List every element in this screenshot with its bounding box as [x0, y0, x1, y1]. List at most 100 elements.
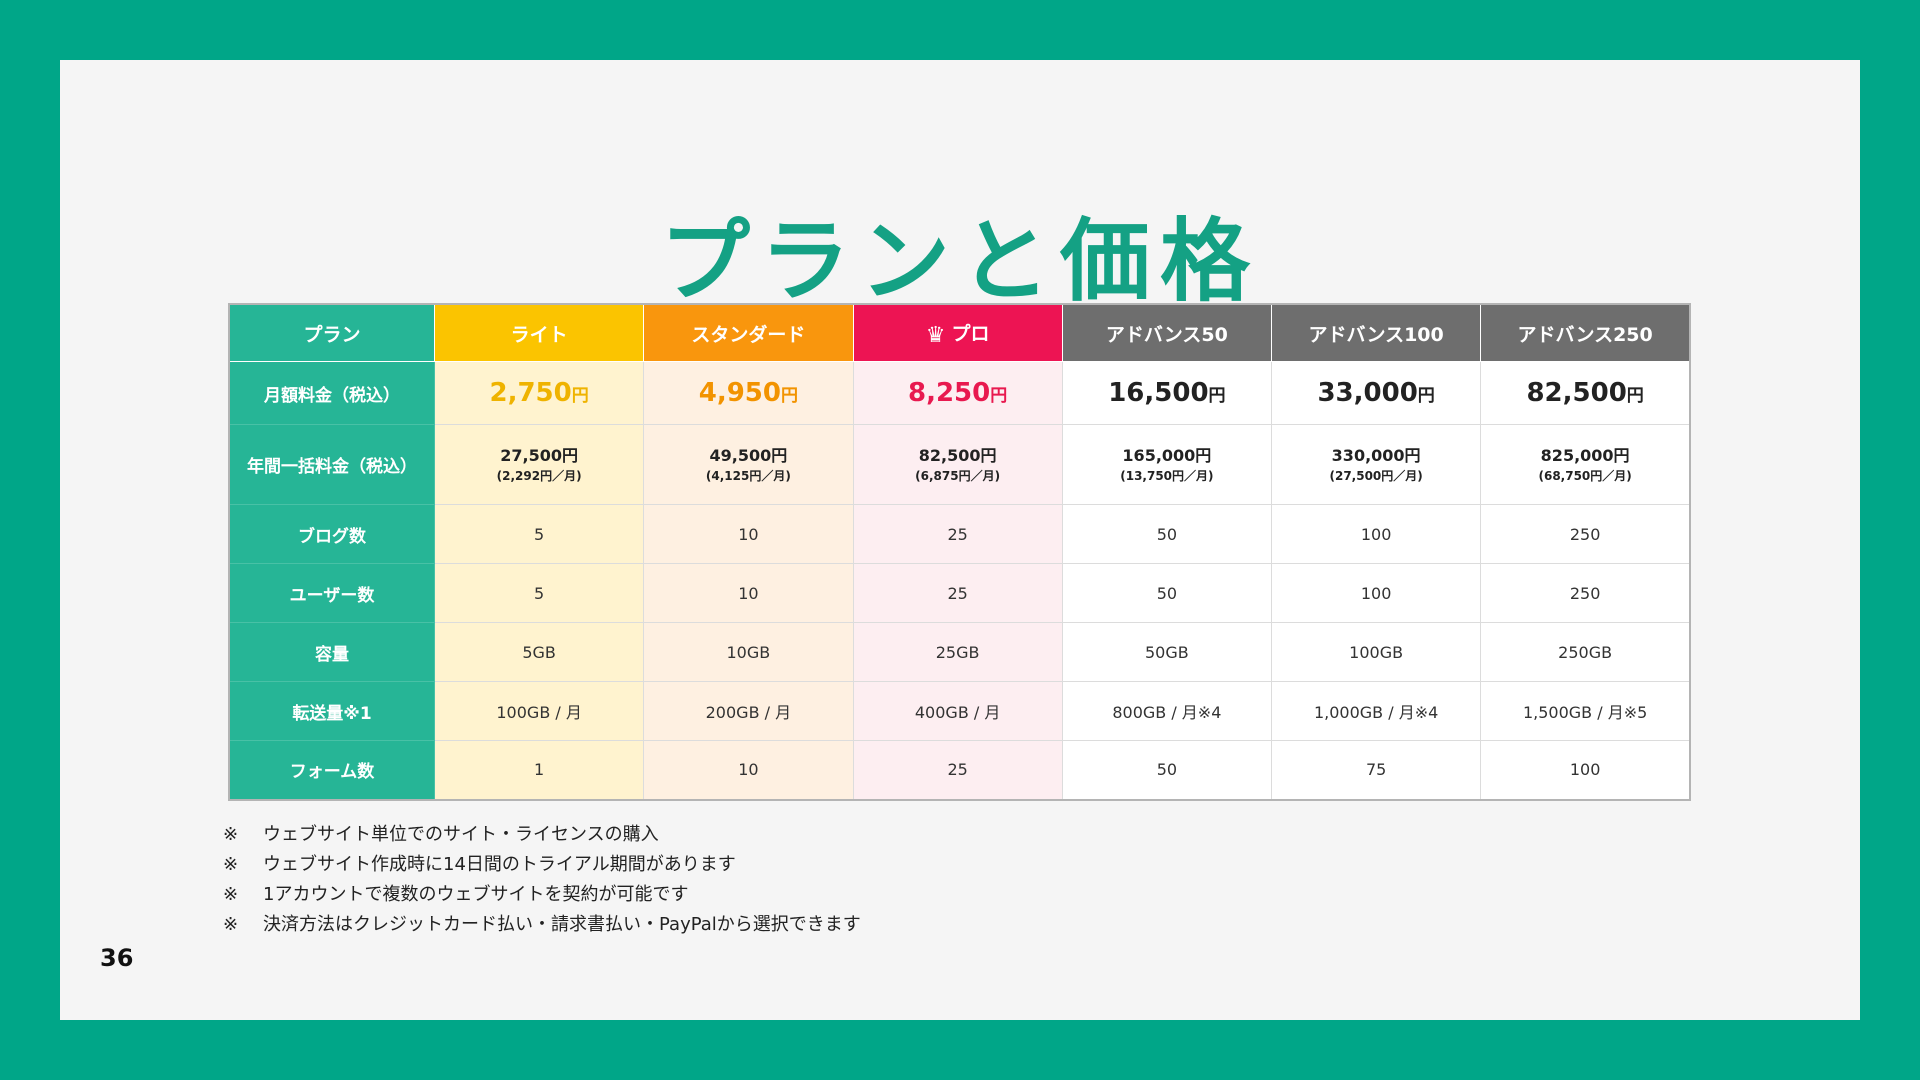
row-label: ユーザー数	[228, 563, 435, 623]
row-label: 月額料金（税込）	[228, 361, 435, 425]
plan-header-lite: ライト	[433, 303, 645, 362]
annual-per-month: (2,292円／月)	[496, 468, 582, 483]
annual-price-cell: 82,500円 (6,875円／月)	[852, 424, 1063, 505]
row-label: ブログ数	[228, 504, 435, 564]
annual-price: 825,000円	[1540, 445, 1630, 465]
annual-price-cell: 165,000円 (13,750円／月)	[1061, 424, 1273, 505]
table-cell: 50	[1061, 740, 1273, 800]
monthly-price: 33,000	[1317, 378, 1418, 408]
yen-unit: 円	[1208, 386, 1226, 406]
slide-title: プランと価格	[660, 209, 1260, 314]
monthly-price: 82,500	[1526, 378, 1627, 408]
annual-price: 27,500円	[500, 445, 578, 465]
table-cell: 250	[1480, 563, 1691, 623]
annual-per-month: (4,125円／月)	[705, 468, 791, 483]
annual-price-cell: 27,500円 (2,292円／月)	[433, 424, 645, 505]
form-count-row: フォーム数 1 10 25 50 75 100	[228, 740, 1691, 800]
monthly-price-cell: 8,250円	[852, 361, 1063, 425]
plan-name: スタンダード	[691, 323, 806, 346]
yen-unit: 円	[571, 386, 589, 406]
annual-price-cell: 330,000円 (27,500円／月)	[1270, 424, 1482, 505]
footnote: ※ 1アカウントで複数のウェブサイトを契約が可能です	[223, 880, 861, 910]
storage-row: 容量 5GB 10GB 25GB 50GB 100GB 250GB	[228, 622, 1691, 682]
monthly-price-cell: 33,000円	[1270, 361, 1482, 425]
annual-price-row: 年間一括料金（税込） 27,500円 (2,292円／月) 49,500円 (4,1…	[228, 424, 1691, 505]
note-mark: ※	[223, 854, 239, 875]
plan-header-advance50: アドバンス50	[1061, 303, 1273, 362]
note-text: 決済方法はクレジットカード払い・請求書払い・PayPalから選択できます	[263, 914, 861, 935]
table-cell: 75	[1270, 740, 1482, 800]
annual-price: 82,500円	[918, 445, 997, 465]
table-cell: 800GB / 月※4	[1061, 681, 1273, 741]
annual-price: 49,500円	[709, 445, 788, 465]
table-cell: 50GB	[1061, 622, 1273, 682]
annual-per-month: (68,750円／月)	[1538, 468, 1632, 483]
monthly-price: 8,250	[908, 378, 991, 408]
row-label: 年間一括料金（税込）	[228, 424, 435, 505]
plan-name: ライト	[510, 323, 568, 346]
plan-name: アドバンス250	[1517, 323, 1653, 346]
table-cell: 100GB / 月	[433, 681, 645, 741]
table-cell: 250	[1480, 504, 1691, 564]
table-cell: 5	[433, 504, 645, 564]
table-cell: 10	[643, 563, 854, 623]
footnote: ※ 決済方法はクレジットカード払い・請求書払い・PayPalから選択できます	[223, 910, 861, 940]
table-cell: 25	[852, 563, 1063, 623]
plan-name: プロ	[951, 322, 990, 345]
page-number: 36	[100, 944, 134, 972]
row-label: フォーム数	[228, 740, 435, 800]
annual-per-month: (27,500円／月)	[1329, 468, 1423, 483]
monthly-price-row: 月額料金（税込） 2,750円 4,950円 8,250円 16,500円 33…	[228, 361, 1691, 425]
yen-unit: 円	[1417, 386, 1435, 406]
monthly-price-cell: 4,950円	[643, 361, 854, 425]
footnote: ※ ウェブサイト単位でのサイト・ライセンスの購入	[223, 820, 861, 850]
table-cell: 50	[1061, 563, 1273, 623]
table-cell: 100	[1480, 740, 1691, 800]
table-cell: 200GB / 月	[643, 681, 854, 741]
table-cell: 1,500GB / 月※5	[1480, 681, 1691, 741]
slide: プランと価格 プラン ライト スタンダード ♛ プロ アドバンス50 アドバンス1…	[60, 60, 1860, 1020]
row-label: 容量	[228, 622, 435, 682]
plan-header-pro: ♛ プロ	[852, 303, 1063, 362]
footnotes: ※ ウェブサイト単位でのサイト・ライセンスの購入 ※ ウェブサイト作成時に14日間の…	[223, 820, 861, 940]
table-cell: 5GB	[433, 622, 645, 682]
yen-unit: 円	[781, 386, 798, 406]
monthly-price-cell: 82,500円	[1480, 361, 1691, 425]
table-cell: 5	[433, 563, 645, 623]
pricing-table: プラン ライト スタンダード ♛ プロ アドバンス50 アドバンス100 アドバン…	[228, 303, 1691, 801]
blog-count-row: ブログ数 5 10 25 50 100 250	[228, 504, 1691, 564]
monthly-price-cell: 2,750円	[433, 361, 645, 425]
table-cell: 100	[1270, 504, 1482, 564]
monthly-price: 4,950	[698, 378, 781, 408]
footnote: ※ ウェブサイト作成時に14日間のトライアル期間があります	[223, 850, 861, 880]
monthly-price-cell: 16,500円	[1061, 361, 1273, 425]
annual-price: 330,000円	[1331, 445, 1421, 465]
table-cell: 10	[643, 504, 854, 564]
plan-header-advance100: アドバンス100	[1270, 303, 1482, 362]
table-cell: 25	[852, 504, 1063, 564]
plan-column-label: プラン	[228, 303, 435, 362]
crown-icon: ♛	[925, 322, 946, 348]
note-text: ウェブサイト作成時に14日間のトライアル期間があります	[263, 854, 736, 875]
table-cell: 50	[1061, 504, 1273, 564]
yen-unit: 円	[1626, 386, 1644, 406]
table-cell: 400GB / 月	[852, 681, 1063, 741]
transfer-row: 転送量※1 100GB / 月 200GB / 月 400GB / 月 800G…	[228, 681, 1691, 741]
annual-price: 165,000円	[1122, 445, 1212, 465]
annual-per-month: (6,875円／月)	[915, 468, 1001, 483]
monthly-price: 2,750	[489, 378, 572, 408]
monthly-price: 16,500	[1108, 378, 1209, 408]
annual-price-cell: 49,500円 (4,125円／月)	[643, 424, 854, 505]
annual-per-month: (13,750円／月)	[1120, 468, 1214, 483]
annual-price-cell: 825,000円 (68,750円／月)	[1480, 424, 1691, 505]
note-text: ウェブサイト単位でのサイト・ライセンスの購入	[263, 824, 659, 845]
table-cell: 100	[1270, 563, 1482, 623]
table-cell: 10	[643, 740, 854, 800]
table-cell: 1,000GB / 月※4	[1270, 681, 1482, 741]
table-cell: 10GB	[643, 622, 854, 682]
table-cell: 25	[852, 740, 1063, 800]
plan-header-advance250: アドバンス250	[1480, 303, 1691, 362]
table-cell: 25GB	[852, 622, 1063, 682]
user-count-row: ユーザー数 5 10 25 50 100 250	[228, 563, 1691, 623]
table-cell: 1	[433, 740, 645, 800]
